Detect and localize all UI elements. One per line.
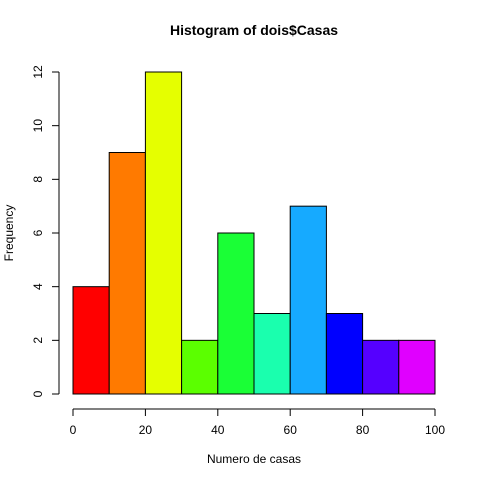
x-tick-label-2: 40 <box>211 423 225 437</box>
y-tick-label-5: 10 <box>31 119 45 133</box>
y-tick-label-3: 6 <box>31 229 45 236</box>
histogram-bar-0 <box>72 286 110 395</box>
histogram-bar-2 <box>144 71 183 395</box>
x-tick-label-5: 100 <box>425 423 445 437</box>
histogram-bar-8 <box>362 339 400 395</box>
y-axis: 0 2 4 6 8 10 12 <box>31 65 60 397</box>
histogram-bar-6 <box>289 205 327 395</box>
histogram-bar-1 <box>108 152 146 395</box>
x-tick-label-0: 0 <box>70 423 77 437</box>
histogram-bar-3 <box>181 339 219 395</box>
histogram-bar-7 <box>325 313 364 395</box>
y-tick-label-1: 2 <box>31 337 45 344</box>
y-axis-label: Frequency <box>2 205 16 262</box>
x-tick-label-3: 60 <box>284 423 298 437</box>
y-tick-label-6: 12 <box>31 65 45 79</box>
histogram-bar-9 <box>398 339 436 395</box>
y-tick-label-2: 4 <box>31 283 45 290</box>
x-axis-label: Numero de casas <box>207 452 301 466</box>
histogram-bar-4 <box>217 232 255 395</box>
chart-title: Histogram of dois$Casas <box>170 22 338 38</box>
x-tick-label-4: 80 <box>356 423 370 437</box>
bars-group <box>72 71 436 395</box>
y-tick-label-4: 8 <box>31 176 45 183</box>
x-axis: 0 20 40 60 80 100 <box>70 408 445 437</box>
y-tick-label-0: 0 <box>31 390 45 397</box>
x-tick-label-1: 20 <box>139 423 153 437</box>
histogram-bar-5 <box>253 313 291 395</box>
